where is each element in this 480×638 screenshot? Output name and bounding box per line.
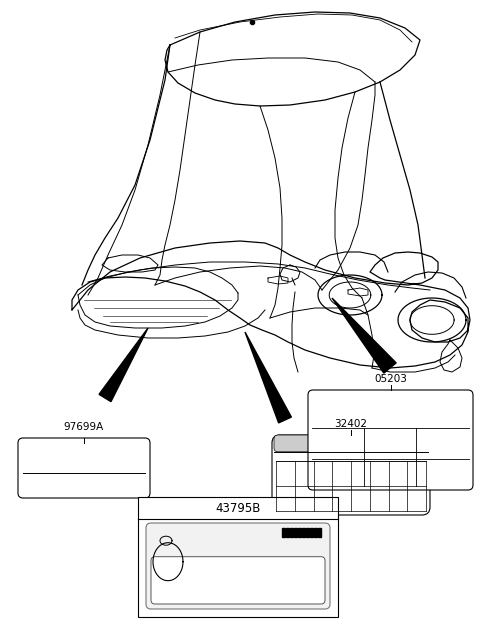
- Polygon shape: [294, 528, 297, 537]
- Polygon shape: [286, 528, 289, 537]
- Polygon shape: [318, 528, 321, 537]
- Bar: [138, 497, 338, 617]
- Polygon shape: [310, 528, 313, 537]
- Polygon shape: [306, 528, 309, 537]
- Text: 32402: 32402: [335, 419, 368, 429]
- Polygon shape: [332, 298, 396, 373]
- FancyBboxPatch shape: [151, 557, 325, 604]
- Text: 05203: 05203: [374, 374, 407, 384]
- FancyBboxPatch shape: [272, 435, 430, 515]
- FancyBboxPatch shape: [146, 523, 330, 609]
- FancyBboxPatch shape: [308, 390, 473, 490]
- Polygon shape: [99, 328, 148, 402]
- Text: 43795B: 43795B: [216, 501, 261, 514]
- FancyBboxPatch shape: [18, 438, 150, 498]
- Text: 97699A: 97699A: [64, 422, 104, 432]
- Polygon shape: [282, 528, 285, 537]
- Polygon shape: [314, 528, 317, 537]
- Polygon shape: [298, 528, 301, 537]
- Polygon shape: [302, 528, 305, 537]
- Polygon shape: [245, 332, 291, 423]
- Polygon shape: [290, 528, 293, 537]
- FancyBboxPatch shape: [274, 435, 428, 452]
